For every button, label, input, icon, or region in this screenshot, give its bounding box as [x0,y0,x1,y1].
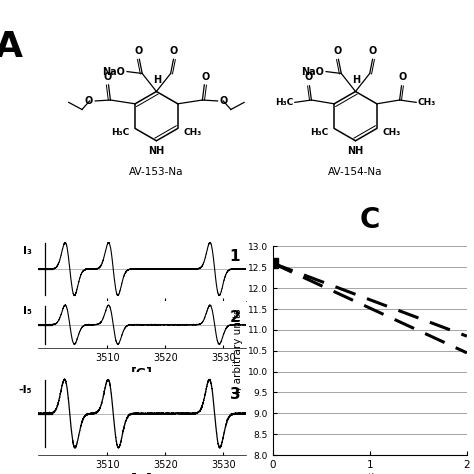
Text: O: O [398,73,407,82]
Text: O: O [135,46,143,56]
Text: CH₃: CH₃ [183,128,202,137]
Text: CH₃: CH₃ [383,128,401,137]
Text: O: O [220,96,228,106]
Text: O: O [201,72,210,82]
X-axis label: [G]: [G] [131,473,153,474]
Text: NaO: NaO [102,66,125,77]
Text: NaO: NaO [301,66,324,77]
Text: I₃: I₃ [23,246,32,256]
Text: O: O [304,73,313,82]
Text: NH: NH [347,146,364,155]
Text: A: A [0,30,23,64]
Text: CH₃: CH₃ [418,98,436,107]
Text: 1: 1 [230,248,240,264]
Text: O: O [334,46,342,56]
Y-axis label: I, arbitrary units: I, arbitrary units [233,309,243,393]
Text: I₅: I₅ [23,306,32,317]
Text: O: O [85,96,93,106]
X-axis label: [G]: [G] [131,366,153,379]
Text: O: O [103,72,112,82]
Text: AV-153-Na: AV-153-Na [129,167,183,177]
Text: C: C [360,206,380,234]
Text: H₃C: H₃C [275,98,293,107]
Text: -I₅: -I₅ [18,385,32,395]
Text: AV-154-Na: AV-154-Na [328,167,383,177]
X-axis label: ti: ti [366,473,374,474]
Text: O: O [369,46,377,56]
Text: H: H [153,75,162,85]
Text: 2: 2 [229,310,240,325]
Text: H₃C: H₃C [310,128,328,137]
Text: O: O [170,46,178,56]
Text: H: H [352,75,361,85]
Text: H₃C: H₃C [111,128,129,137]
Text: NH: NH [148,146,164,155]
Text: 3: 3 [229,387,240,402]
